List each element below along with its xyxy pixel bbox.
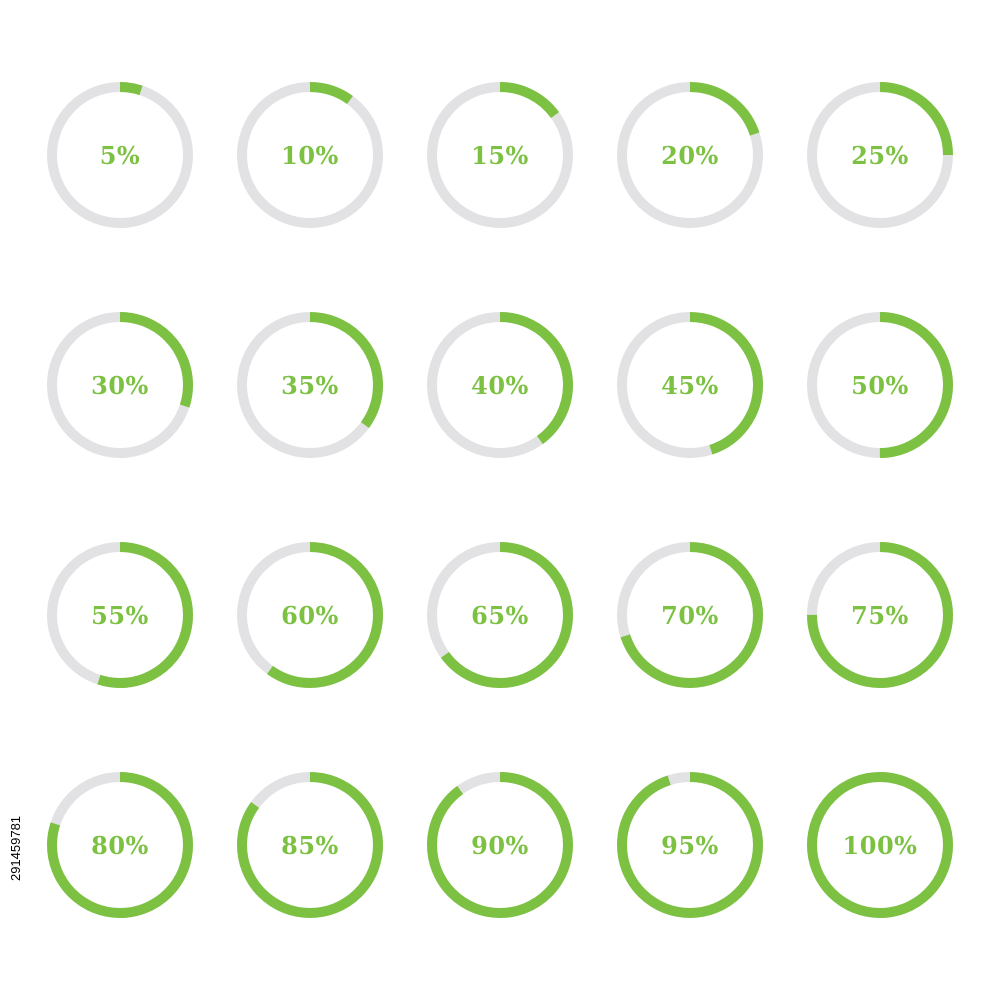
progress-ring-graphic — [807, 312, 953, 458]
progress-ring-graphic — [617, 312, 763, 458]
progress-ring-fill — [807, 312, 953, 458]
stock-id-vertical: 291459781 — [2, 768, 30, 928]
progress-ring-label: 5% — [99, 140, 141, 170]
progress-ring-label: 60% — [281, 600, 339, 630]
progress-ring: 100% — [805, 770, 955, 920]
progress-ring-fill — [237, 312, 383, 458]
progress-ring-graphic — [47, 82, 193, 228]
progress-ring-fill — [47, 82, 193, 228]
progress-ring-fill — [427, 542, 573, 688]
progress-ring-fill — [807, 82, 953, 228]
progress-ring: 45% — [615, 310, 765, 460]
progress-ring-fill — [237, 772, 383, 918]
progress-ring: 30% — [45, 310, 195, 460]
progress-ring: 25% — [805, 80, 955, 230]
progress-ring-label: 15% — [471, 140, 529, 170]
progress-ring-graphic — [237, 312, 383, 458]
progress-ring-label: 55% — [91, 600, 149, 630]
progress-ring-graphic — [807, 82, 953, 228]
progress-ring-label: 95% — [661, 830, 719, 860]
progress-ring-graphic — [617, 772, 763, 918]
progress-ring-label: 90% — [471, 830, 529, 860]
progress-ring-graphic — [237, 542, 383, 688]
progress-ring: 70% — [615, 540, 765, 690]
progress-ring-label: 65% — [471, 600, 529, 630]
progress-ring-fill — [427, 772, 573, 918]
progress-ring-graphic — [47, 772, 193, 918]
progress-ring-label: 85% — [281, 830, 339, 860]
progress-ring-label: 35% — [281, 370, 339, 400]
progress-ring-label: 70% — [661, 600, 719, 630]
progress-ring-graphic — [617, 82, 763, 228]
progress-ring: 10% — [235, 80, 385, 230]
progress-ring: 65% — [425, 540, 575, 690]
progress-ring: 75% — [805, 540, 955, 690]
progress-ring-graphic — [237, 772, 383, 918]
progress-ring-label: 25% — [851, 140, 909, 170]
progress-ring-graphic — [807, 542, 953, 688]
progress-ring-label: 20% — [661, 140, 719, 170]
progress-ring-graphic — [427, 542, 573, 688]
progress-ring: 60% — [235, 540, 385, 690]
progress-ring: 5% — [45, 80, 195, 230]
progress-ring-fill — [617, 542, 763, 688]
progress-ring-fill — [427, 82, 573, 228]
progress-ring: 95% — [615, 770, 765, 920]
progress-ring-fill — [617, 772, 763, 918]
progress-ring: 90% — [425, 770, 575, 920]
progress-ring-label: 80% — [91, 830, 149, 860]
progress-ring-fill — [807, 772, 953, 918]
progress-ring: 15% — [425, 80, 575, 230]
progress-ring-label: 100% — [842, 830, 918, 860]
progress-ring-label: 45% — [661, 370, 719, 400]
progress-ring-fill — [807, 542, 953, 688]
progress-ring-graphic — [47, 542, 193, 688]
progress-ring-graphic — [807, 772, 953, 918]
progress-ring-fill — [47, 772, 193, 918]
progress-ring-fill — [237, 82, 383, 228]
progress-ring: 55% — [45, 540, 195, 690]
stock-id-text: 291459781 — [8, 815, 24, 881]
progress-ring-fill — [237, 542, 383, 688]
progress-ring-label: 30% — [91, 370, 149, 400]
progress-ring-fill — [47, 542, 193, 688]
progress-ring: 40% — [425, 310, 575, 460]
progress-ring-fill — [617, 312, 763, 458]
progress-ring-label: 50% — [851, 370, 909, 400]
progress-ring-fill — [617, 82, 763, 228]
progress-ring-graphic — [237, 82, 383, 228]
progress-ring-graphic — [427, 82, 573, 228]
progress-ring: 80% — [45, 770, 195, 920]
progress-ring-label: 75% — [851, 600, 909, 630]
progress-ring-label: 10% — [281, 140, 339, 170]
progress-ring-graphic — [617, 542, 763, 688]
progress-ring-fill — [427, 312, 573, 458]
progress-ring-graphic — [427, 772, 573, 918]
progress-ring: 35% — [235, 310, 385, 460]
progress-ring-graphic — [427, 312, 573, 458]
progress-ring: 85% — [235, 770, 385, 920]
progress-ring: 20% — [615, 80, 765, 230]
progress-ring: 50% — [805, 310, 955, 460]
progress-ring-fill — [47, 312, 193, 458]
progress-ring-label: 40% — [471, 370, 529, 400]
progress-ring-graphic — [47, 312, 193, 458]
